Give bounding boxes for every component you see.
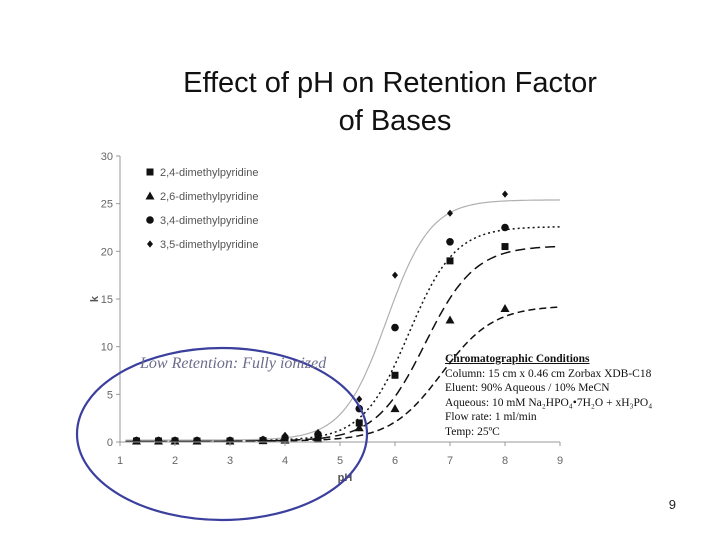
data-point-diamond xyxy=(502,190,508,198)
data-point-triangle xyxy=(313,434,323,443)
data-point-diamond xyxy=(356,395,363,403)
x-tick-label: 3 xyxy=(227,455,233,467)
data-point-diamond xyxy=(155,436,162,444)
legend-marker-triangle xyxy=(145,191,155,200)
x-tick-label: 4 xyxy=(282,455,288,467)
low-retention-ellipse xyxy=(75,346,369,522)
conditions-eluent: Eluent: 90% Aqueous / 10% MeCN xyxy=(445,382,610,394)
x-tick-label: 5 xyxy=(337,455,343,467)
y-tick-label: 20 xyxy=(101,246,113,258)
fit-curve-square xyxy=(125,245,560,442)
data-point-diamond xyxy=(194,436,200,444)
data-point-triangle xyxy=(390,404,400,413)
slide-title: Effect of pH on Retention Factor of Base… xyxy=(70,64,710,140)
data-point-diamond xyxy=(315,428,321,437)
legend-label: 2,6-dimethylpyridine xyxy=(160,191,258,203)
x-tick-label: 9 xyxy=(557,455,563,467)
title-line-1: Effect of pH on Retention Factor xyxy=(183,67,597,99)
data-point-circle xyxy=(501,223,509,232)
data-point-square xyxy=(501,243,509,251)
legend-label: 2,4-dimethylpyridine xyxy=(160,167,258,179)
legend-label: 3,5-dimethylpyridine xyxy=(160,239,258,251)
conditions-heading: Chromatographic Conditions xyxy=(445,353,590,365)
data-point-triangle xyxy=(354,423,364,432)
x-tick-label: 2 xyxy=(172,455,178,467)
data-point-diamond xyxy=(260,435,266,443)
conditions-block: Chromatographic Conditions Column: 15 cm… xyxy=(445,352,652,439)
data-point-diamond xyxy=(282,431,288,439)
x-tick-label: 6 xyxy=(392,455,398,467)
slide-number: 9 xyxy=(668,497,676,512)
x-tick-label: 8 xyxy=(502,455,508,467)
data-point-circle xyxy=(391,323,399,332)
data-point-square xyxy=(446,257,454,265)
data-point-diamond xyxy=(227,436,233,444)
legend-label: 3,4-dimethylpyridine xyxy=(160,215,258,227)
conditions-temp: Temp: 25ºC xyxy=(445,425,500,438)
y-tick-label: 10 xyxy=(101,342,113,354)
data-point-square xyxy=(355,419,363,427)
y-tick-label: 0 xyxy=(107,437,113,449)
data-point-diamond xyxy=(133,436,140,444)
data-point-diamond xyxy=(447,209,453,217)
legend-marker-circle xyxy=(146,216,154,224)
y-tick-label: 15 xyxy=(101,294,113,306)
legend-marker-square xyxy=(146,168,154,176)
y-tick-label: 25 xyxy=(101,199,113,211)
x-tick-label: 7 xyxy=(447,455,453,467)
data-point-diamond xyxy=(392,271,398,279)
data-point-triangle xyxy=(445,315,455,324)
data-point-square xyxy=(391,371,399,379)
legend-marker-diamond xyxy=(147,240,153,248)
title-line-2: of Bases xyxy=(338,105,452,137)
x-tick-label: 1 xyxy=(117,455,123,467)
data-point-diamond xyxy=(172,436,178,444)
conditions-flow-rate: Flow rate: 1 ml/min xyxy=(445,411,537,423)
y-tick-label: 5 xyxy=(107,389,113,401)
conditions-column: Column: 15 cm x 0.46 cm Zorbax XDB-C18 xyxy=(445,367,652,380)
data-point-circle xyxy=(446,238,454,246)
y-tick-label: 30 xyxy=(101,151,113,163)
conditions-aqueous: Aqueous: 10 mM Na₂HPO₄•7H₂O + xH₃PO₄ xyxy=(445,396,653,409)
y-axis-label: k xyxy=(89,295,101,302)
data-point-triangle xyxy=(500,304,510,313)
annotation-low-retention: Low Retention: Fully ionized xyxy=(140,355,327,372)
